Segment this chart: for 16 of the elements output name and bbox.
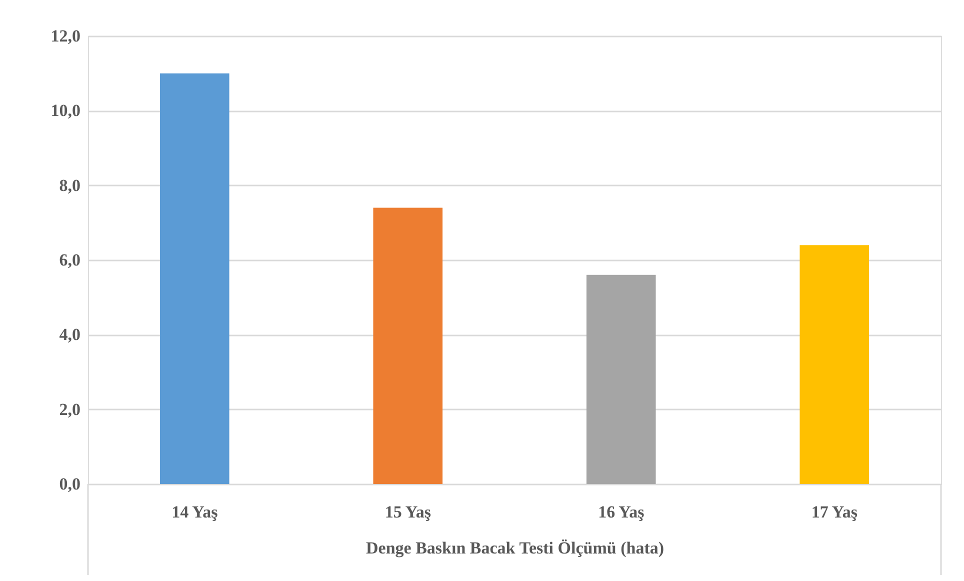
y-tick-label: 12,0 [50,26,80,46]
y-tick-label: 2,0 [59,400,80,419]
x-tick-label: 16 Yaş [598,502,645,522]
y-tick-label: 4,0 [59,325,80,344]
y-tick-label: 10,0 [50,101,80,120]
y-tick-label: 6,0 [59,250,80,270]
x-axis-title: Denge Baskın Bacak Testi Ölçümü (hata) [366,538,664,558]
y-tick-label: 8,0 [59,176,80,195]
bar [373,208,443,484]
bar [800,245,870,484]
x-tick-label: 14 Yaş [172,502,218,522]
x-tick-label: 17 Yaş [811,502,858,522]
bar [160,73,230,484]
bar [586,274,656,484]
y-tick-label: 0,0 [59,474,80,494]
x-tick-label: 15 Yaş [384,502,432,522]
